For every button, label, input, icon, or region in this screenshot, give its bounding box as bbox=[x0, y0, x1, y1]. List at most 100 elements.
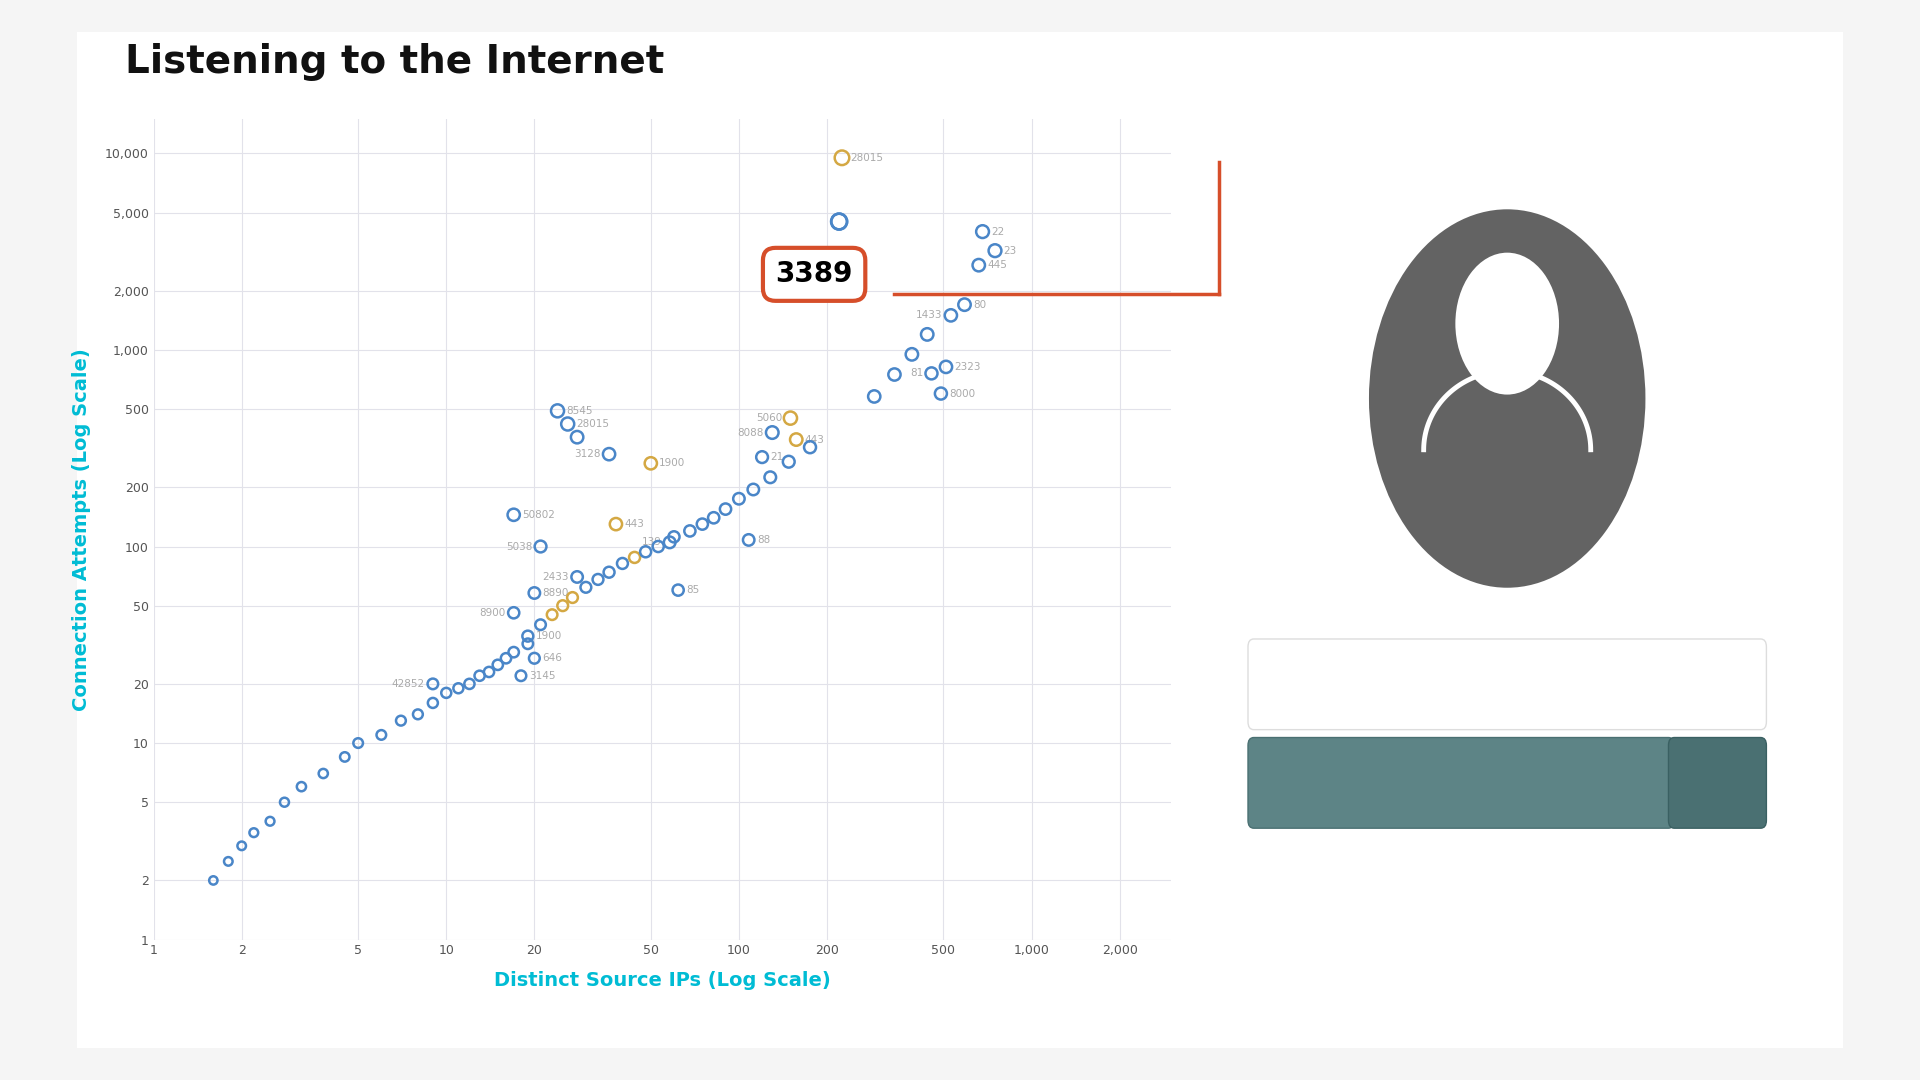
Point bbox=[518, 650, 549, 667]
Text: 8545: 8545 bbox=[566, 406, 593, 416]
Point bbox=[964, 257, 995, 274]
Point bbox=[699, 509, 730, 526]
Text: 85: 85 bbox=[687, 585, 699, 595]
Point bbox=[968, 222, 998, 240]
Point bbox=[931, 359, 962, 376]
Point bbox=[828, 149, 858, 166]
Point bbox=[593, 446, 624, 463]
Point bbox=[538, 606, 568, 623]
Point bbox=[482, 657, 513, 674]
Point bbox=[499, 604, 530, 621]
Point bbox=[582, 571, 612, 589]
Point bbox=[563, 429, 593, 446]
Point bbox=[563, 568, 593, 585]
Text: User Name: User Name bbox=[1288, 675, 1388, 693]
Y-axis label: Connection Attempts (Log Scale): Connection Attempts (Log Scale) bbox=[71, 348, 90, 711]
Point bbox=[417, 694, 447, 712]
Point bbox=[824, 213, 854, 230]
Point bbox=[755, 469, 785, 486]
Point bbox=[499, 507, 530, 524]
Point bbox=[948, 296, 979, 313]
Point bbox=[824, 213, 854, 230]
Point bbox=[213, 853, 244, 870]
Point bbox=[916, 365, 947, 382]
Text: 8088: 8088 bbox=[737, 428, 764, 437]
Point bbox=[492, 650, 522, 667]
Point bbox=[593, 564, 624, 581]
Point bbox=[505, 667, 536, 685]
Point bbox=[547, 597, 578, 615]
Text: 3128: 3128 bbox=[574, 449, 601, 459]
Point bbox=[659, 528, 689, 545]
Text: 1433: 1433 bbox=[916, 310, 943, 321]
Point bbox=[979, 242, 1010, 259]
Text: 8900: 8900 bbox=[480, 608, 505, 618]
Point bbox=[286, 778, 317, 795]
Text: 8000: 8000 bbox=[948, 389, 975, 399]
Text: 5060: 5060 bbox=[756, 414, 781, 423]
Point bbox=[386, 712, 417, 729]
Text: 81: 81 bbox=[910, 368, 924, 378]
Point bbox=[630, 543, 660, 561]
Point bbox=[541, 402, 572, 419]
Point bbox=[255, 812, 286, 829]
Point bbox=[879, 366, 910, 383]
Point bbox=[403, 705, 434, 723]
Point bbox=[724, 490, 755, 508]
Point bbox=[499, 644, 530, 661]
Point bbox=[417, 675, 447, 692]
Point bbox=[513, 635, 543, 652]
Point bbox=[774, 454, 804, 471]
Point bbox=[710, 500, 741, 517]
Text: →: → bbox=[1707, 770, 1728, 795]
Point bbox=[465, 667, 495, 685]
FancyBboxPatch shape bbox=[1248, 639, 1766, 730]
X-axis label: Distinct Source IPs (Log Scale): Distinct Source IPs (Log Scale) bbox=[493, 971, 831, 990]
Point bbox=[557, 589, 588, 606]
Point bbox=[925, 384, 956, 402]
Text: 28015: 28015 bbox=[851, 152, 883, 163]
Point bbox=[227, 837, 257, 854]
Point bbox=[198, 872, 228, 889]
Point bbox=[526, 538, 557, 555]
Point bbox=[733, 531, 764, 549]
Point bbox=[636, 455, 666, 472]
Point bbox=[912, 326, 943, 343]
Point bbox=[897, 346, 927, 363]
Circle shape bbox=[1369, 210, 1645, 588]
Point bbox=[526, 616, 557, 633]
Point bbox=[601, 515, 632, 532]
Text: 443: 443 bbox=[804, 434, 824, 445]
Text: Other User: Other User bbox=[1432, 590, 1582, 618]
Point bbox=[795, 438, 826, 456]
Text: 139: 139 bbox=[641, 538, 660, 548]
Text: 42852: 42852 bbox=[392, 679, 424, 689]
Text: 50802: 50802 bbox=[522, 510, 555, 519]
Text: 8890: 8890 bbox=[543, 588, 568, 598]
Point bbox=[344, 734, 374, 752]
Point bbox=[662, 581, 693, 598]
FancyBboxPatch shape bbox=[1248, 738, 1674, 828]
Circle shape bbox=[1455, 253, 1559, 394]
Text: 3389: 3389 bbox=[776, 260, 852, 288]
Point bbox=[747, 448, 778, 465]
Text: 80: 80 bbox=[973, 299, 987, 310]
Point bbox=[643, 538, 674, 555]
Text: 21: 21 bbox=[770, 453, 783, 462]
Text: 28015: 28015 bbox=[576, 419, 609, 429]
Text: 1900: 1900 bbox=[536, 631, 563, 642]
Point bbox=[367, 726, 397, 743]
Point bbox=[776, 409, 806, 427]
Point bbox=[307, 765, 338, 782]
Point bbox=[238, 824, 269, 841]
Point bbox=[858, 388, 889, 405]
Point bbox=[444, 679, 474, 697]
Point bbox=[474, 663, 505, 680]
Text: 23: 23 bbox=[1004, 245, 1016, 256]
Point bbox=[756, 424, 787, 442]
Point bbox=[553, 416, 584, 433]
Point bbox=[330, 748, 361, 766]
Text: 443: 443 bbox=[624, 519, 643, 529]
Text: 445: 445 bbox=[987, 260, 1006, 270]
Point bbox=[935, 307, 966, 324]
